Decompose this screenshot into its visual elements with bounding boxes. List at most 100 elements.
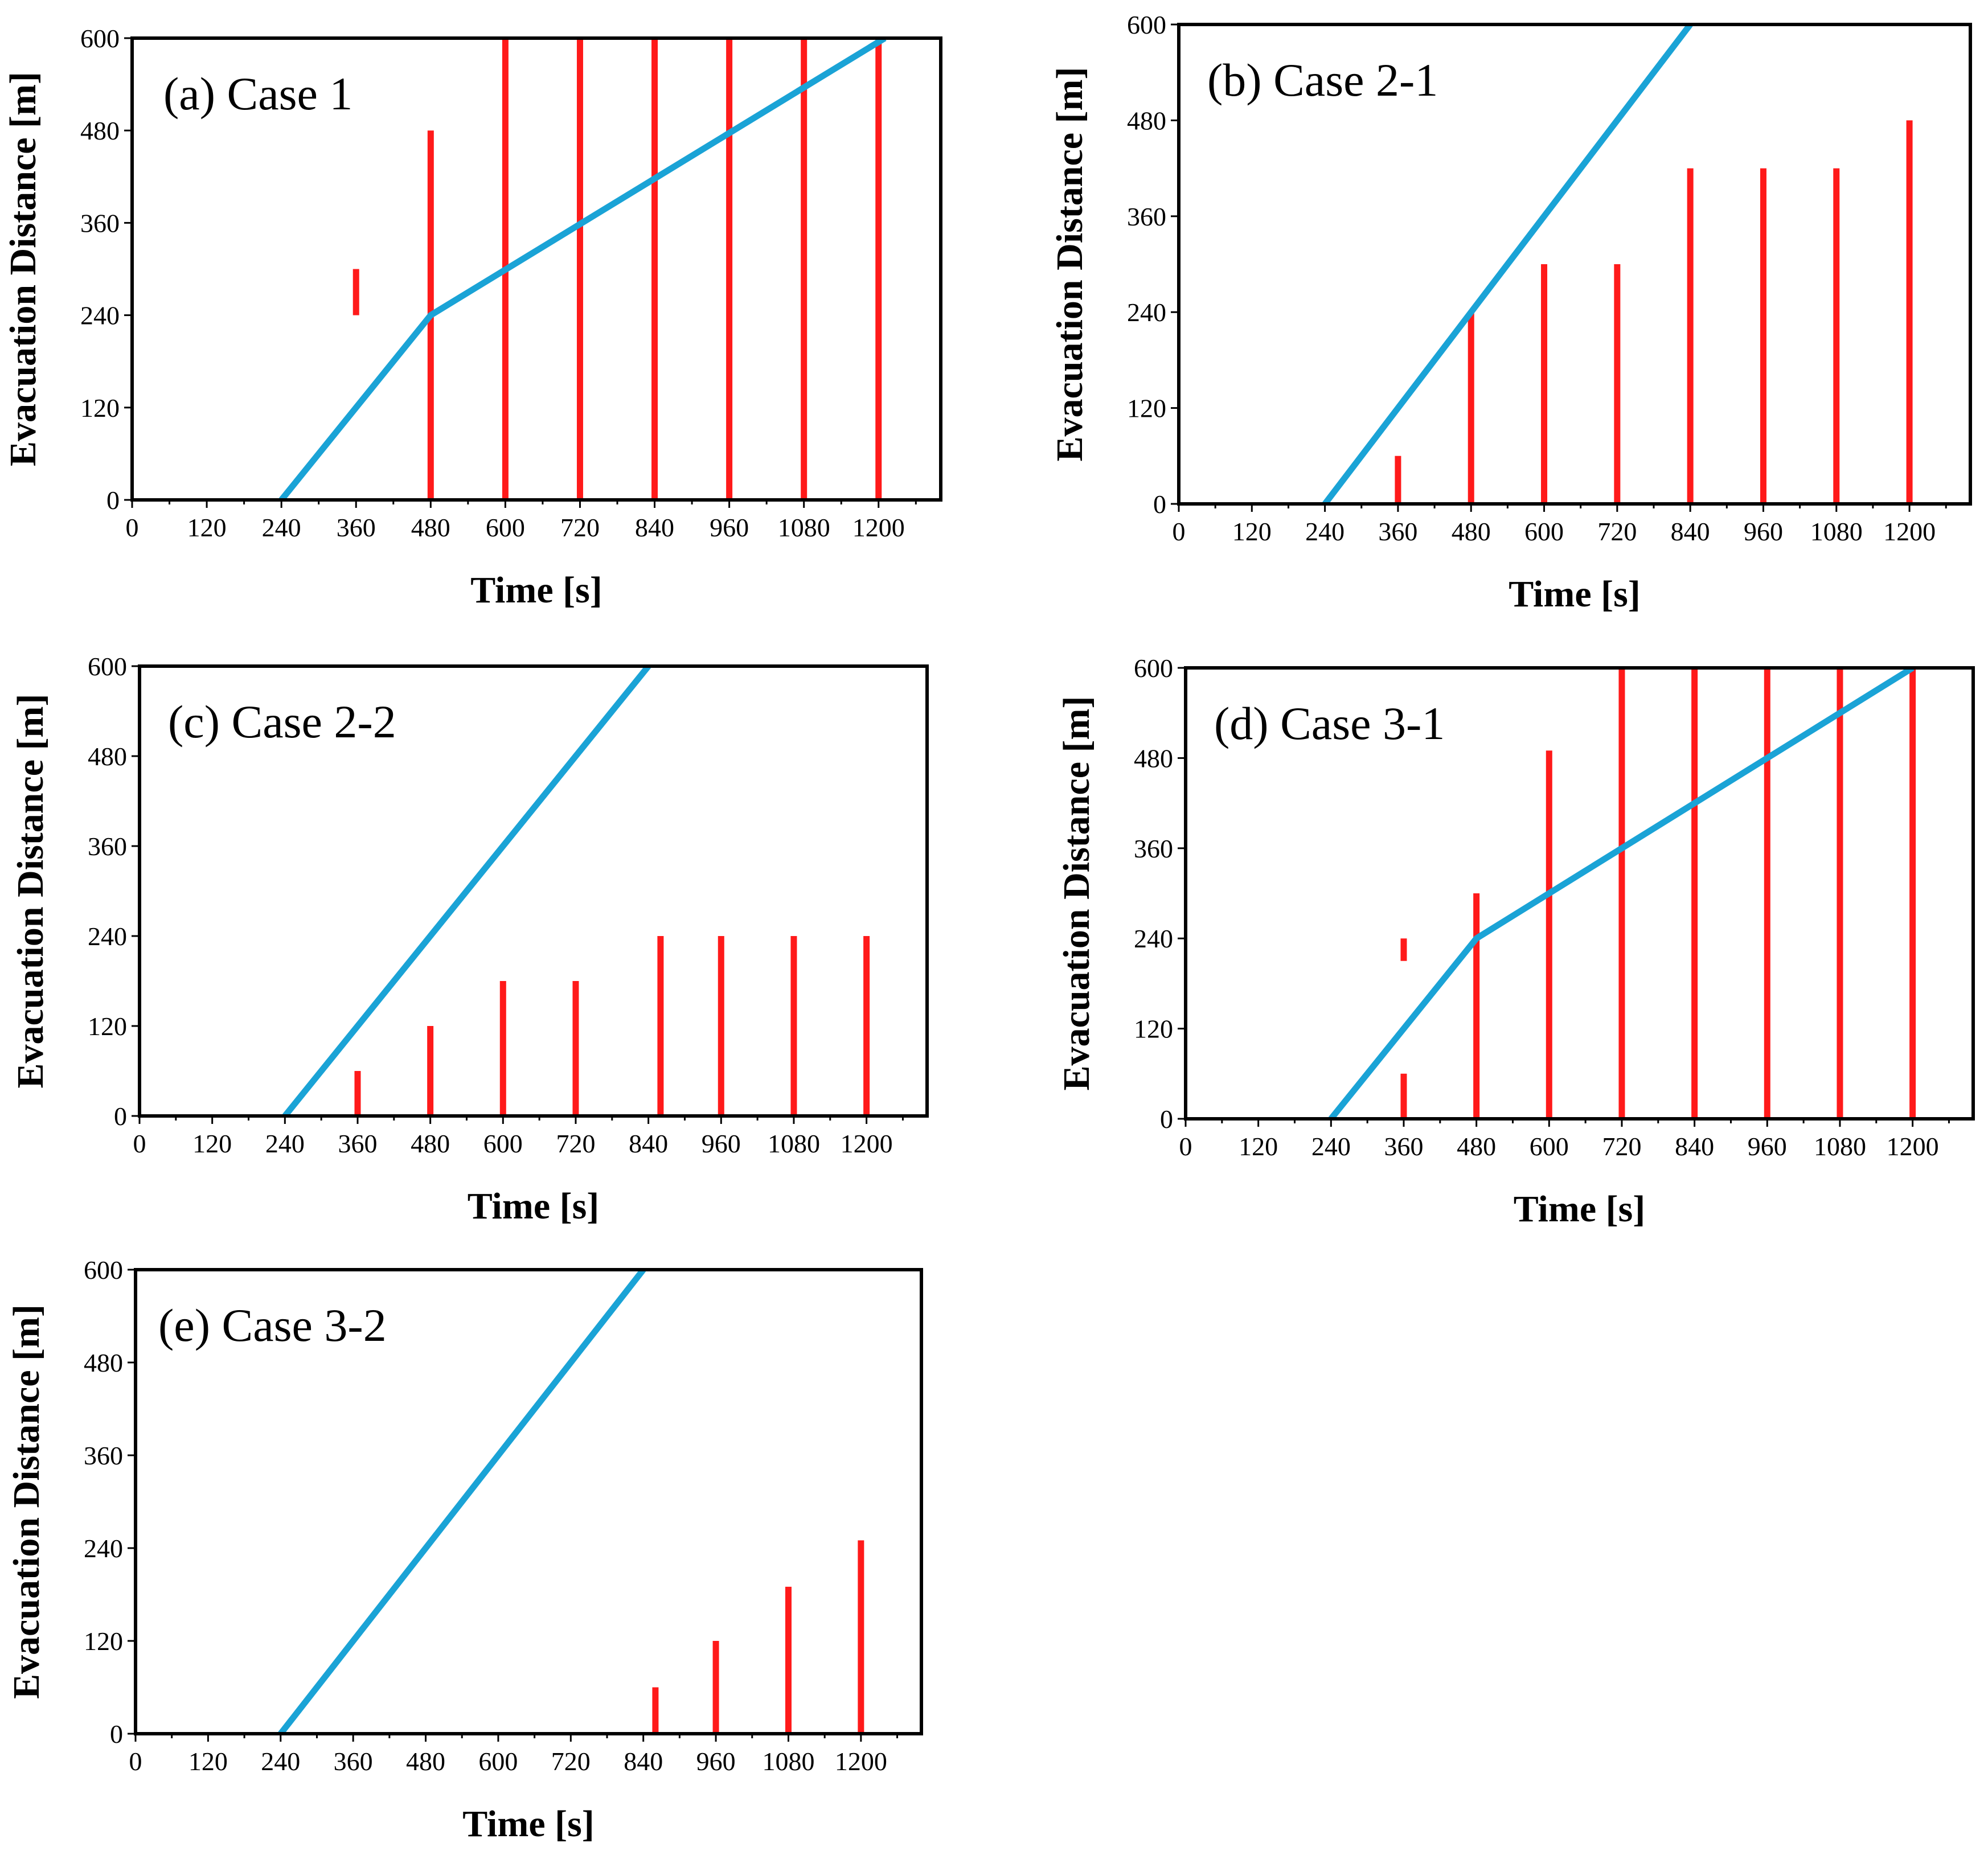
- x-tick-label: 360: [1384, 1132, 1423, 1161]
- y-axis-title: Evacuation Distance [m]: [1049, 67, 1091, 462]
- x-tick-label: 960: [702, 1129, 741, 1158]
- y-tick-label: 0: [1160, 1105, 1173, 1134]
- x-tick-label: 600: [1524, 517, 1564, 546]
- evacuation-line: [282, 666, 651, 1116]
- panel-title: (c) Case 2-2: [168, 696, 396, 748]
- x-tick-label: 120: [188, 1747, 228, 1776]
- y-tick-label: 0: [110, 1719, 123, 1749]
- x-tick-label: 1200: [1887, 1132, 1939, 1161]
- x-tick-label: 120: [1232, 517, 1272, 546]
- y-tick-label: 600: [88, 652, 127, 681]
- y-tick-label: 120: [88, 1012, 127, 1041]
- x-tick-label: 360: [334, 1747, 373, 1776]
- x-axis-title: Time [s]: [470, 569, 602, 611]
- y-tick-label: 240: [1127, 298, 1166, 327]
- y-tick-label: 360: [1127, 202, 1166, 231]
- x-tick-label: 600: [483, 1129, 523, 1158]
- y-tick-label: 600: [84, 1255, 123, 1284]
- x-tick-label: 720: [551, 1747, 591, 1776]
- plot-area: [278, 1270, 864, 1734]
- panel-title: (e) Case 3-2: [158, 1299, 387, 1351]
- x-tick-label: 480: [411, 1129, 450, 1158]
- x-tick-label: 120: [1239, 1132, 1278, 1161]
- x-tick-label: 0: [126, 513, 139, 542]
- x-tick-label: 0: [1173, 517, 1186, 546]
- x-tick-label: 240: [262, 513, 301, 542]
- y-tick-label: 480: [88, 742, 127, 771]
- y-tick-label: 360: [88, 832, 127, 861]
- plot-frame: [130, 36, 942, 502]
- y-tick-label: 240: [80, 301, 120, 330]
- x-tick-label: 600: [486, 513, 525, 542]
- plot-frame: [1177, 23, 1972, 506]
- x-tick-label: 960: [1744, 517, 1783, 546]
- x-tick-label: 1080: [768, 1129, 820, 1158]
- plot-frame: [138, 664, 929, 1118]
- x-tick-label: 960: [696, 1747, 736, 1776]
- chart-panel-c: 0 120 240 360 480 600 720 840 960 1080 1200 0 120 240…: [10, 652, 929, 1227]
- y-axis-title: Evacuation Distance [m]: [6, 1304, 47, 1699]
- x-axis-title: Time [s]: [468, 1185, 600, 1227]
- x-tick-label: 600: [478, 1747, 518, 1776]
- y-tick-label: 480: [1134, 744, 1173, 773]
- chart-panel-b: 0 120 240 360 480 600 720 840 960 1080 1200 0 120 240…: [1049, 10, 1972, 615]
- x-tick-label: 120: [192, 1129, 232, 1158]
- x-tick-label: 360: [338, 1129, 377, 1158]
- y-tick-label: 360: [80, 208, 120, 237]
- x-tick-label: 840: [624, 1747, 663, 1776]
- x-tick-label: 840: [1671, 517, 1710, 546]
- x-tick-label: 0: [1179, 1132, 1192, 1161]
- x-tick-label: 1080: [1814, 1132, 1866, 1161]
- x-tick-label: 840: [635, 513, 674, 542]
- x-tick-label: 1080: [1810, 517, 1863, 546]
- plot-frame: [1184, 666, 1975, 1121]
- panel-title: (a) Case 1: [163, 68, 352, 120]
- x-tick-label: 480: [411, 513, 450, 542]
- x-tick-label: 240: [1305, 517, 1345, 546]
- x-tick-label: 0: [133, 1129, 146, 1158]
- x-tick-label: 480: [1452, 517, 1491, 546]
- evacuation-line: [278, 38, 887, 500]
- y-tick-label: 240: [1134, 924, 1173, 953]
- y-axis-title: Evacuation Distance [m]: [10, 694, 51, 1089]
- y-tick-label: 120: [80, 393, 120, 422]
- y-tick-label: 240: [88, 922, 127, 951]
- x-tick-label: 1200: [1883, 517, 1936, 546]
- plot-area: [1329, 668, 1916, 1119]
- x-tick-label: 600: [1530, 1132, 1569, 1161]
- x-axis-title: Time [s]: [1509, 573, 1641, 615]
- x-tick-label: 840: [1675, 1132, 1714, 1161]
- panel-title: (b) Case 2-1: [1207, 54, 1438, 106]
- y-tick-label: 240: [84, 1534, 123, 1563]
- x-tick-label: 1200: [841, 1129, 893, 1158]
- x-tick-label: 960: [710, 513, 749, 542]
- y-tick-label: 0: [1153, 490, 1166, 519]
- x-tick-label: 1080: [778, 513, 830, 542]
- x-tick-label: 1200: [835, 1747, 887, 1776]
- y-tick-label: 600: [1134, 654, 1173, 683]
- x-tick-label: 720: [1597, 517, 1637, 546]
- plot-area: [1322, 24, 1913, 504]
- y-tick-label: 120: [84, 1627, 123, 1656]
- x-axis-title: Time [s]: [1514, 1188, 1646, 1230]
- panel-title: (d) Case 3-1: [1214, 697, 1445, 749]
- x-tick-label: 720: [560, 513, 600, 542]
- y-tick-label: 120: [1127, 394, 1166, 423]
- y-axis-title: Evacuation Distance [m]: [2, 72, 44, 466]
- y-tick-label: 0: [114, 1102, 127, 1131]
- y-tick-label: 600: [80, 24, 120, 53]
- x-tick-label: 480: [406, 1747, 445, 1776]
- y-axis-title: Evacuation Distance [m]: [1056, 696, 1097, 1091]
- x-tick-label: 960: [1748, 1132, 1787, 1161]
- x-tick-label: 1200: [852, 513, 905, 542]
- plot-area: [278, 38, 887, 500]
- chart-panel-e: 0 120 240 360 480 600 720 840 960 1080 1200 0 120 240…: [6, 1255, 923, 1845]
- evacuation-line: [1322, 24, 1693, 504]
- x-tick-label: 360: [337, 513, 376, 542]
- plot-area: [282, 666, 870, 1116]
- chart-panel-d: 0 120 240 360 480 600 720 840 960 1080 1200 0 120 240…: [1056, 654, 1975, 1230]
- chart-panel-a: 0 120 240 360 480 600 720 840 960 1080 1200 0 120 240…: [2, 24, 942, 611]
- x-tick-label: 0: [129, 1747, 142, 1776]
- x-tick-label: 480: [1457, 1132, 1496, 1161]
